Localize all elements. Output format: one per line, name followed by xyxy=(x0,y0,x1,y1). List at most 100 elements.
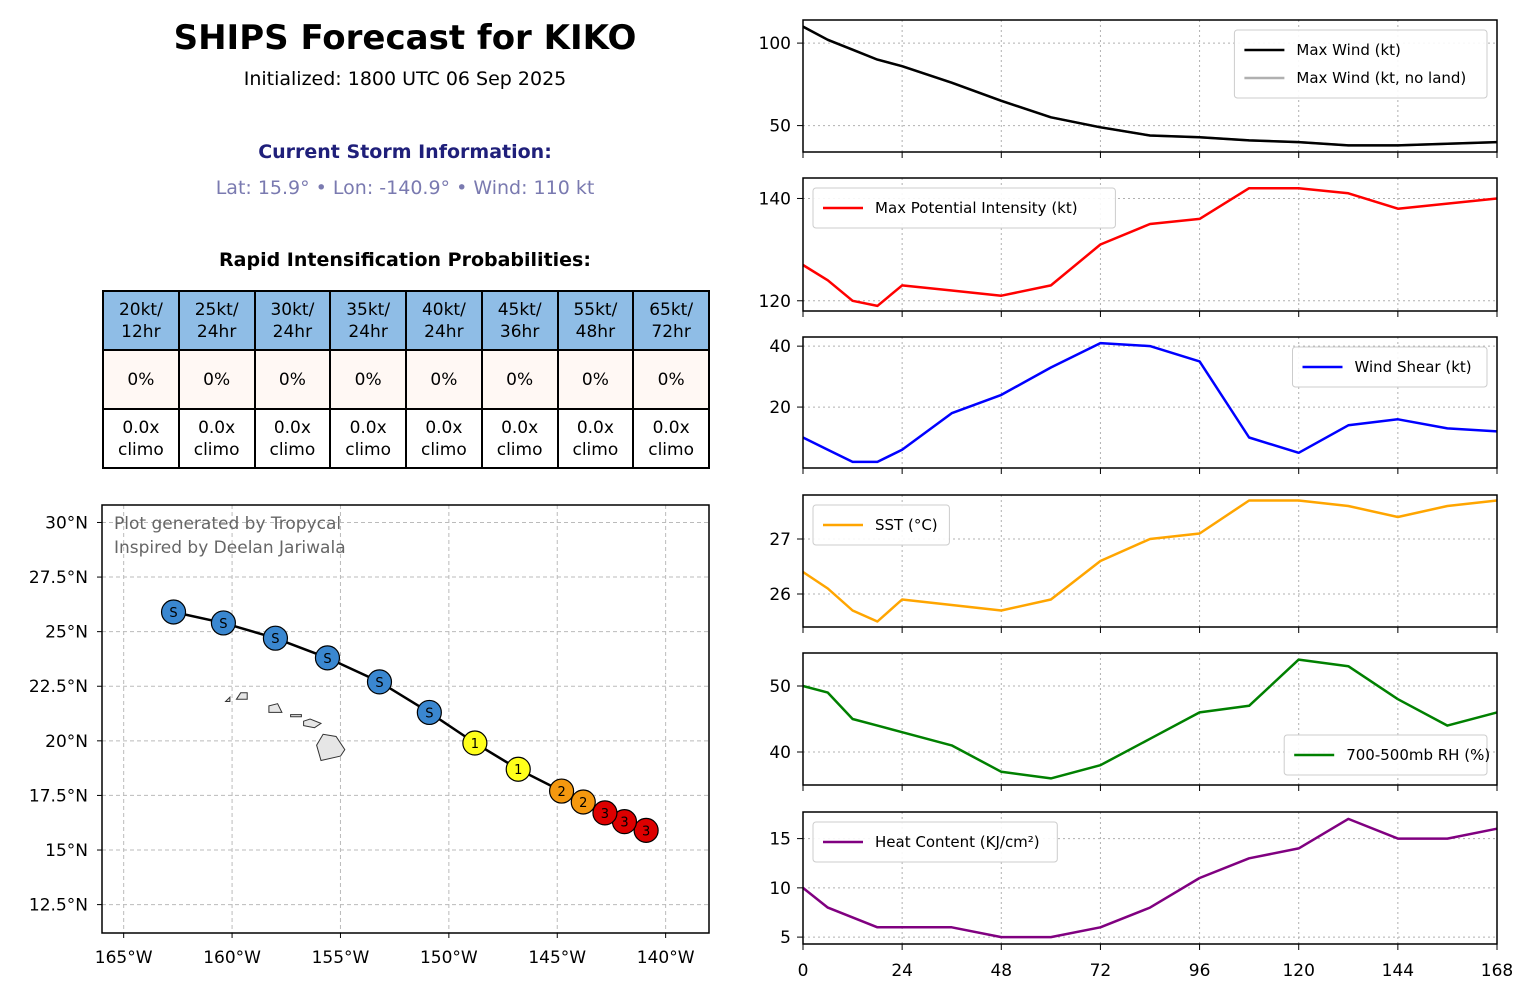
panel-y-tick-label: 40 xyxy=(769,743,791,763)
panel-y-tick-label: 120 xyxy=(759,292,791,312)
legend-box xyxy=(812,504,950,546)
track-point xyxy=(366,669,393,695)
ri-heading: Rapid Intensification Probabilities: xyxy=(219,249,591,271)
track-point xyxy=(570,789,596,815)
x-tick-label: 168 xyxy=(1481,961,1513,981)
legend-box xyxy=(1292,346,1488,388)
panel-y-tick-label: 5 xyxy=(780,928,791,948)
track-point xyxy=(505,756,531,782)
legend: Max Potential Intensity (kt) xyxy=(812,187,1116,229)
panel-frame xyxy=(802,336,1498,469)
legend-label: 700-500mb RH (%) xyxy=(1346,746,1490,764)
initialized-time: Initialized: 1800 UTC 06 Sep 2025 xyxy=(243,68,567,90)
map-credit-line: Plot generated by Tropycal xyxy=(114,514,341,534)
track-point xyxy=(160,599,187,625)
track-point xyxy=(592,800,618,826)
map-lon-tick-label: 145°W xyxy=(528,948,586,968)
legend-box xyxy=(812,187,1116,229)
series-line xyxy=(802,186,1498,308)
timeseries-panel: 5 10 15 Heat Content (KJ/cm²) xyxy=(769,811,1498,950)
map-lat-tick-label: 15°N xyxy=(45,841,88,861)
timeseries-panel: 20 40 Wind Shear (kt) xyxy=(769,336,1498,474)
track-point-label: 3 xyxy=(601,807,609,822)
ri-probability-cell: 0% xyxy=(253,349,332,410)
track-point-label: 3 xyxy=(642,824,650,839)
panel-frame xyxy=(802,811,1498,945)
track-point-label: 2 xyxy=(557,785,565,800)
page-title: SHIPS Forecast for KIKO xyxy=(173,18,637,58)
island-outline xyxy=(235,692,248,700)
island-outline xyxy=(316,733,346,762)
track-point xyxy=(548,778,575,804)
ri-probability-cell: 0% xyxy=(556,349,635,410)
legend-label: Max Potential Intensity (kt) xyxy=(875,199,1078,217)
map-lon-tick-label: 150°W xyxy=(420,948,478,968)
map-frame xyxy=(101,504,710,934)
panel-y-tick-label: 50 xyxy=(769,677,791,697)
map-credit-line: Inspired by Deelan Jariwala xyxy=(114,538,346,558)
panel-y-tick-label: 50 xyxy=(769,117,791,137)
island-outline xyxy=(268,703,283,713)
x-tick-label: 0 xyxy=(798,961,809,981)
ri-header-cell: 65kt/72hr xyxy=(632,290,710,351)
panel-frame xyxy=(802,494,1498,628)
ri-climo-cell: 0.0x climo xyxy=(480,408,559,469)
map-lon-tick-label: 155°W xyxy=(312,948,370,968)
legend: Max Wind (kt) Max Wind (kt, no land) xyxy=(1233,29,1488,99)
panel-frame xyxy=(802,19,1498,153)
map-lat-tick-label: 30°N xyxy=(45,513,88,533)
track-point-label: 1 xyxy=(514,763,522,778)
track-point-label: 2 xyxy=(579,796,587,811)
track-point xyxy=(416,699,442,726)
x-tick-label: 120 xyxy=(1282,961,1314,981)
map-lat-tick-label: 20°N xyxy=(45,732,88,752)
track-point xyxy=(210,610,236,636)
ri-header-cell: 25kt/24hr xyxy=(177,290,256,351)
ri-climo-cell: 0.0x climo xyxy=(177,408,256,469)
ri-header-cell: 20kt/12hr xyxy=(102,290,180,351)
ri-climo-cell: 0.0x climo xyxy=(405,408,483,469)
panel-y-tick-label: 20 xyxy=(769,398,791,418)
legend-label: SST (°C) xyxy=(875,516,938,534)
panel-y-tick-label: 15 xyxy=(769,830,791,850)
panel-frame xyxy=(802,652,1498,786)
ri-climo-cell: 0.0x climo xyxy=(632,408,710,469)
panel-y-tick-label: 140 xyxy=(759,189,791,209)
map-lat-tick-label: 25°N xyxy=(45,623,88,643)
legend-label: Wind Shear (kt) xyxy=(1355,358,1472,376)
ri-climo-cell: 0.0x climo xyxy=(556,408,635,469)
map-lat-tick-label: 22.5°N xyxy=(29,677,88,697)
timeseries-panel: 26 27 SST (°C) xyxy=(769,494,1498,633)
panel-y-tick-label: 40 xyxy=(769,337,791,357)
ri-probability-row: 0% 0% 0% 0% 0% 0% 0% 0% xyxy=(102,349,710,410)
legend: Wind Shear (kt) xyxy=(1292,346,1488,388)
ri-header-cell: 55kt/48hr xyxy=(556,290,635,351)
ri-probability-cell: 0% xyxy=(329,349,407,410)
legend-label: Max Wind (kt) xyxy=(1296,41,1401,59)
x-tick-label: 144 xyxy=(1382,961,1414,981)
x-tick-label: 72 xyxy=(1090,961,1112,981)
track-point xyxy=(633,817,659,843)
track-point-label: S xyxy=(219,617,227,632)
legend-label: Heat Content (KJ/cm²) xyxy=(875,833,1040,851)
track-point-label: S xyxy=(425,706,433,721)
x-tick-label: 48 xyxy=(990,961,1012,981)
map-lat-tick-label: 17.5°N xyxy=(29,786,88,806)
panel-frame xyxy=(802,177,1498,312)
map-lon-tick-label: 140°W xyxy=(637,948,695,968)
x-tick-label: 24 xyxy=(891,961,913,981)
track-point xyxy=(314,645,341,671)
ri-header-row: 20kt/12hr 25kt/24hr 30kt/24hr 35kt/24hr … xyxy=(102,290,710,351)
ri-climo-cell: 0.0x climo xyxy=(102,408,180,469)
timeseries-panel: 120 140 Max Potential Intensity (kt) xyxy=(759,177,1498,317)
series-line xyxy=(802,658,1498,780)
track-point-label: 3 xyxy=(620,816,628,831)
legend-box xyxy=(1283,734,1488,776)
timeseries-panel: 40 50 700-500mb RH (%) xyxy=(769,652,1498,791)
map-lat-tick-label: 12.5°N xyxy=(29,896,88,916)
ri-header-cell: 30kt/24hr xyxy=(253,290,332,351)
series-line xyxy=(802,499,1498,623)
panel-y-tick-label: 10 xyxy=(769,879,791,899)
series-line xyxy=(802,817,1498,939)
